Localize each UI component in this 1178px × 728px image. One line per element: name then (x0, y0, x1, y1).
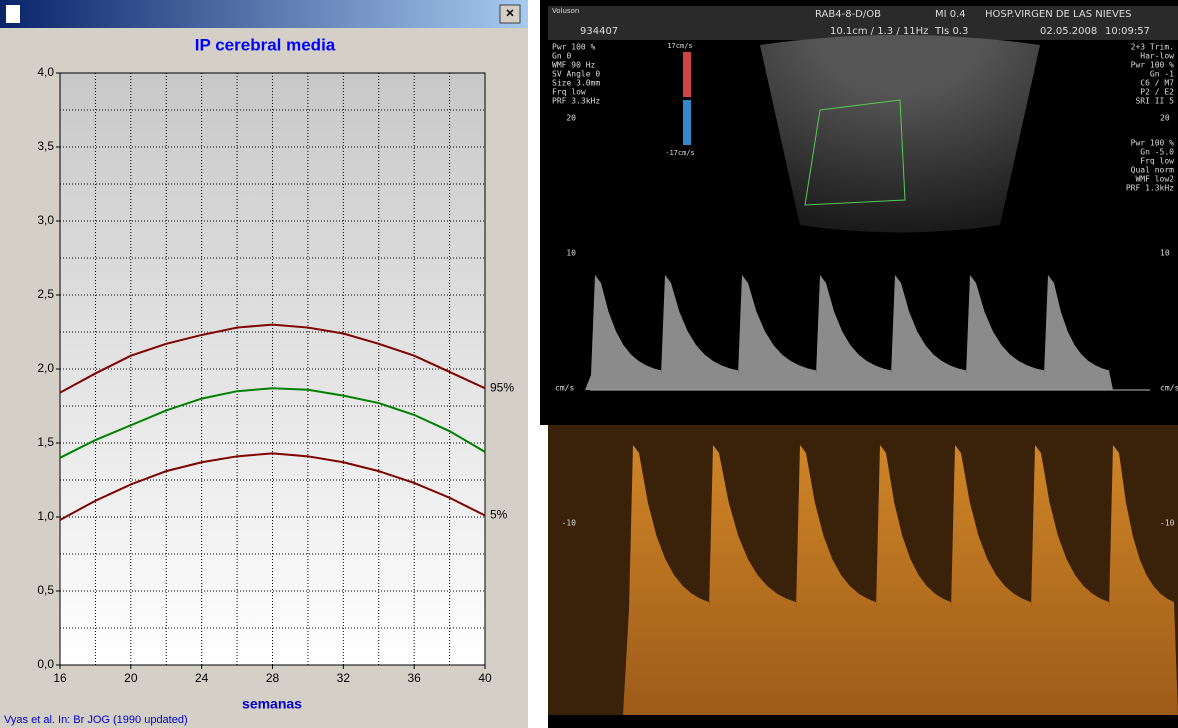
ultrasound-header (548, 6, 1178, 40)
y-tick-label: 1,0 (37, 509, 54, 523)
source-note: Vyas et al. In: Br JOG (1990 updated) (4, 714, 188, 726)
series-line (59, 452, 486, 521)
chart-title: IP cerebral media (195, 35, 336, 54)
series-line (59, 387, 486, 459)
header-text: TIs 0.3 (934, 26, 968, 37)
x-tick-label: 16 (53, 671, 67, 685)
velocity-label: 10 (566, 249, 576, 258)
series-end-label: 5% (490, 508, 508, 522)
param-text: PRF 1.3kHz (1126, 184, 1174, 193)
param-text: Frq low (552, 88, 586, 97)
param-text: Pwr 100 % (552, 43, 596, 52)
param-text: Har-low (1140, 52, 1174, 61)
header-text: MI 0.4 (935, 9, 966, 20)
param-text: WMF 90 Hz (552, 61, 596, 70)
param-text: P2 / E2 (1140, 88, 1174, 97)
x-tick-label: 36 (407, 671, 421, 685)
unit-label: cm/s (1160, 384, 1178, 393)
header-text: Voluson (552, 7, 579, 15)
color-bar-red (683, 52, 691, 97)
color-box (804, 99, 906, 206)
y-tick-label: 3,0 (37, 213, 54, 227)
x-tick-label: 40 (478, 671, 492, 685)
velocity-label: 20 (1160, 114, 1170, 123)
series-line (59, 323, 486, 394)
param-text: Gn 0 (552, 52, 571, 61)
param-text: Qual norm (1131, 166, 1175, 175)
param-text: Gn -5.0 (1140, 148, 1174, 157)
unit-label: cm/s (555, 384, 574, 393)
x-axis-label: semanas (242, 696, 302, 712)
spectrum-footer (548, 715, 1178, 728)
y-tick-label: 2,5 (37, 287, 54, 301)
close-button[interactable] (499, 4, 521, 24)
x-tick-label: 32 (337, 671, 351, 685)
param-text: Pwr 100 % (1131, 139, 1175, 148)
header-text: RAB4-8-D/OB (815, 9, 881, 20)
y-tick-label: 4,0 (37, 65, 54, 79)
param-text: 2+3 Trim. (1131, 43, 1174, 52)
param-text: SV Angle 0 (552, 70, 600, 79)
param-text: SRI II 5 (1135, 97, 1174, 106)
param-text: Frq low (1140, 157, 1174, 166)
color-bar-blue (683, 100, 691, 145)
header-text: 10:09:57 (1105, 26, 1150, 37)
header-text: 934407 (580, 26, 618, 37)
param-text: WMF low2 (1135, 175, 1174, 184)
param-text: Size 3.0mm (552, 79, 600, 88)
spectrum-waveform (623, 445, 1178, 715)
header-text: HOSP.VIRGEN DE LAS NIEVES (985, 9, 1131, 20)
velocity-label: -10 (562, 519, 577, 528)
velocity-label: 10 (1160, 249, 1170, 258)
y-tick-label: 0,5 (37, 583, 54, 597)
header-text: 02.05.2008 (1040, 26, 1097, 37)
x-tick-label: 24 (195, 671, 209, 685)
series-end-label: 95% (490, 380, 514, 394)
velocity-label: -10 (1160, 519, 1175, 528)
param-text: Pwr 100 % (1131, 61, 1175, 70)
y-tick-label: 0,0 (37, 657, 54, 671)
close-icon[interactable]: × (506, 5, 514, 21)
title-bar (0, 0, 528, 28)
doppler-waveform (585, 275, 1113, 390)
x-tick-label: 28 (266, 671, 280, 685)
color-scale-label: -17cm/s (665, 149, 695, 157)
y-tick-label: 2,0 (37, 361, 54, 375)
y-tick-label: 1,5 (37, 435, 54, 449)
param-text: Gn -1 (1150, 70, 1174, 79)
color-scale-label: 17cm/s (667, 42, 692, 50)
app-icon (6, 5, 20, 23)
header-text: 10.1cm / 1.3 / 11Hz (830, 26, 928, 37)
b-mode-sector (760, 35, 1040, 233)
velocity-label: 20 (566, 114, 576, 123)
ultrasound: Voluson RAB4-8-D/OB MI 0.4 HOSP.VIRGEN DE L… (540, 0, 1178, 728)
y-tick-label: 3,5 (37, 139, 54, 153)
param-text: C6 / M7 (1140, 79, 1174, 88)
chart-window: × IP cerebral media semanas Vyas et al. … (0, 0, 528, 728)
param-text: PRF 3.3kHz (552, 97, 600, 106)
x-tick-label: 20 (124, 671, 138, 685)
